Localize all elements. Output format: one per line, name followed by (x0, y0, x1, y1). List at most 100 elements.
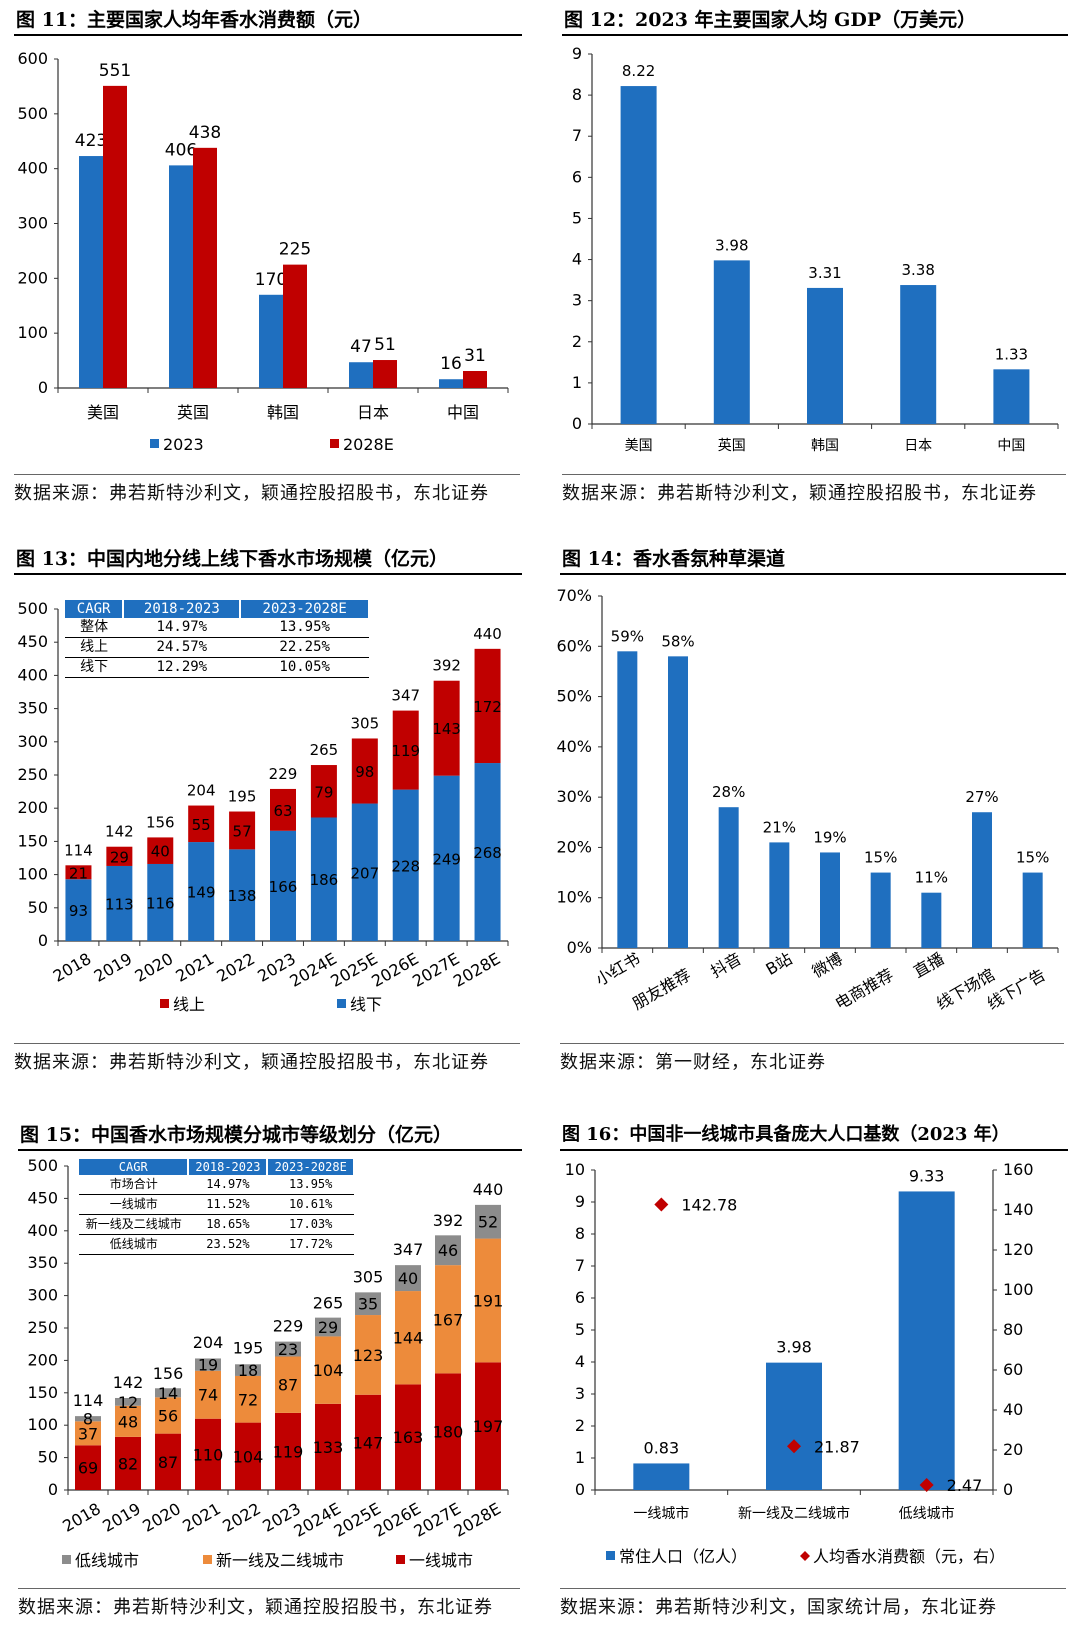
y-tick-label: 3 (575, 1384, 585, 1403)
table-row: 线上 24.57% 22.25% (65, 637, 369, 658)
x-category-label: 2019 (99, 1499, 144, 1536)
bar-segment (395, 1291, 421, 1385)
bar (766, 1362, 822, 1490)
figure-11-title: 图 11：主要国家人均年香水消费额（元） (14, 6, 522, 36)
y-tick-label: 6 (575, 1288, 585, 1307)
table-header-cell: CAGR (65, 600, 125, 618)
segment-value-label: 207 (350, 864, 379, 882)
segment-value-label: 110 (193, 1445, 224, 1464)
segment-value-label: 29 (110, 848, 129, 866)
bar-segment (351, 738, 378, 804)
x-category-label: 2026E (368, 949, 422, 991)
bar (259, 294, 283, 388)
figure-11-source: 数据来源：弗若斯特沙利文，颖通控股招股书，东北证券 (14, 474, 520, 508)
y-tick-label: 6 (572, 167, 582, 186)
bar-value-label: 3.98 (715, 236, 748, 254)
y2-tick-label: 20 (1003, 1440, 1023, 1459)
x-category-label: 2018 (50, 949, 95, 986)
legend-swatch-diamond (800, 1551, 810, 1561)
segment-value-label: 72 (238, 1390, 258, 1409)
y-tick-label: 7 (572, 126, 582, 145)
table-row: 市场合计 14.97% 13.95% (79, 1175, 354, 1195)
bar (807, 287, 843, 424)
segment-value-label: 144 (393, 1329, 424, 1348)
bar-segment (355, 1292, 381, 1316)
segment-value-label: 63 (273, 802, 292, 820)
total-value-label: 195 (233, 1339, 264, 1358)
total-value-label: 204 (187, 782, 216, 800)
x-category-label: 电商推荐 (832, 965, 897, 1013)
bar-segment (270, 788, 296, 831)
bar-value-label: 438 (189, 123, 221, 143)
segment-value-label: 87 (158, 1453, 178, 1472)
segment-value-label: 40 (398, 1269, 418, 1288)
legend-swatch (396, 1555, 405, 1564)
bar-segment (75, 1445, 101, 1490)
y-tick-label: 200 (17, 268, 48, 287)
total-value-label: 440 (473, 1180, 504, 1199)
y-tick-label: 60% (556, 636, 592, 655)
y-tick-label: 100 (17, 865, 48, 884)
bar-segment (315, 1336, 341, 1404)
total-value-label: 229 (269, 765, 298, 783)
bar-segment (115, 1405, 141, 1437)
diamond-marker (919, 1478, 934, 1493)
total-value-label: 114 (64, 841, 93, 859)
segment-value-label: 74 (198, 1386, 218, 1405)
segment-value-label: 149 (187, 884, 216, 902)
x-category-label: 2022 (213, 949, 258, 986)
bar-segment (395, 1384, 421, 1490)
x-category-label: 日本 (357, 403, 389, 422)
y-tick-label: 3 (572, 291, 582, 310)
segment-value-label: 133 (313, 1438, 344, 1457)
segment-value-label: 172 (473, 698, 502, 716)
y-tick-label: 30% (556, 787, 592, 806)
x-category-label: 美国 (87, 403, 119, 422)
segment-value-label: 167 (433, 1310, 464, 1329)
y2-tick-label: 60 (1003, 1360, 1023, 1379)
y-tick-label: 400 (27, 1221, 58, 1240)
bar-segment (475, 1204, 501, 1239)
bar-value-label: 58% (661, 632, 694, 650)
y-tick-label: 5 (572, 208, 582, 227)
bar-value-label: 3.38 (901, 261, 934, 279)
bar-value-label: 170 (255, 270, 287, 290)
y-tick-label: 7 (575, 1256, 585, 1275)
y2-tick-label: 80 (1003, 1320, 1023, 1339)
legend-label: 常住人口（亿人） (619, 1547, 747, 1566)
y-tick-label: 100 (27, 1415, 58, 1434)
segment-value-label: 29 (318, 1318, 338, 1337)
total-value-label: 265 (313, 1293, 344, 1312)
legend-label: 人均香水消费额（元，右） (813, 1547, 1005, 1566)
segment-value-label: 147 (353, 1433, 384, 1452)
table-cell: 11.52% (188, 1194, 268, 1215)
table-header-cell: 2018-2023 (188, 1159, 269, 1175)
bar-value-label: 1.33 (995, 345, 1028, 363)
table-cell: 市场合计 (79, 1175, 189, 1195)
table-row: 一线城市 11.52% 10.61% (79, 1194, 354, 1215)
y-tick-label: 350 (27, 1253, 58, 1272)
segment-value-label: 56 (158, 1406, 178, 1425)
y-tick-label: 350 (17, 699, 48, 718)
diamond-marker (654, 1197, 669, 1212)
segment-value-label: 52 (478, 1213, 498, 1232)
bar-segment (310, 765, 337, 818)
x-category-label: 低线城市 (899, 1505, 955, 1522)
y-tick-label: 10% (556, 888, 592, 907)
bar-segment (75, 1421, 101, 1446)
bar-segment (106, 846, 133, 866)
bar-segment (65, 879, 92, 941)
total-value-label: 156 (153, 1364, 184, 1383)
segment-value-label: 119 (391, 742, 420, 760)
x-category-label: 日本 (904, 438, 932, 454)
figure-12-title: 图 12：2023 年主要国家人均 GDP（万美元） (562, 6, 1068, 36)
segment-value-label: 180 (433, 1423, 464, 1442)
y-tick-label: 150 (17, 831, 48, 850)
table-header-cell: 2018-2023 (123, 600, 242, 618)
y-tick-label: 9 (572, 44, 582, 63)
table-cell: 13.95% (267, 1175, 354, 1195)
legend-label: 新一线及二线城市 (216, 1551, 344, 1570)
bar (620, 86, 657, 425)
y-tick-label: 0 (572, 414, 582, 433)
bar (349, 362, 373, 388)
